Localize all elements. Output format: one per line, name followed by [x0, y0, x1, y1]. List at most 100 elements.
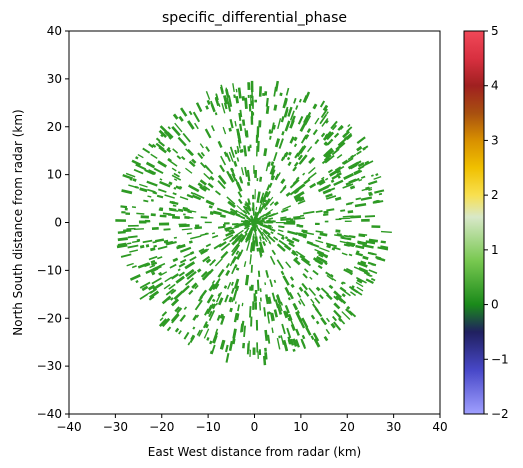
radar-gate: [161, 311, 168, 317]
radar-gate: [183, 208, 190, 212]
radar-gate: [139, 187, 148, 193]
radar-gate: [343, 243, 350, 247]
radar-gate: [259, 176, 263, 182]
radar-gate: [203, 248, 210, 253]
radar-gate: [368, 191, 373, 196]
radar-gate: [308, 156, 316, 165]
radar-gate: [165, 288, 175, 296]
radar-gate: [262, 203, 266, 208]
radar-gate: [309, 276, 313, 280]
radar-gate: [370, 174, 374, 177]
radar-gate: [326, 111, 329, 115]
radar-gate: [284, 286, 291, 296]
radar-gate: [184, 277, 195, 286]
radar-gate: [319, 232, 328, 237]
radar-gate: [200, 270, 208, 278]
radar-gate: [326, 195, 337, 200]
radar-gate: [285, 191, 291, 197]
radar-gate: [330, 322, 336, 329]
radar-gate: [347, 123, 351, 128]
radar-gate: [303, 93, 310, 103]
radar-gate: [273, 152, 278, 162]
radar-gate: [356, 250, 360, 254]
radar-gate: [187, 210, 193, 214]
radar-gate: [135, 279, 139, 284]
radar-gate: [202, 185, 211, 191]
radar-gate: [273, 201, 279, 207]
radar-gate: [199, 143, 204, 149]
radar-gate: [211, 280, 216, 285]
radar-gate: [150, 259, 156, 264]
colorbar-ticks: −2 −1 0 1 2 3 4 5: [484, 24, 509, 421]
radar-gate: [189, 251, 195, 255]
radar-gate: [324, 133, 329, 138]
radar-gate: [182, 206, 188, 211]
radar-gate: [191, 282, 198, 289]
radar-gate: [243, 325, 246, 337]
radar-gate: [141, 285, 149, 292]
radar-gate: [338, 317, 343, 322]
radar-gate: [234, 229, 244, 237]
y-axis-label: North South distance from radar (km): [11, 109, 25, 335]
radar-gate: [179, 196, 189, 201]
radar-gate: [193, 192, 205, 199]
radar-gate: [280, 156, 285, 162]
radar-gate: [165, 240, 174, 245]
radar-gate: [342, 215, 354, 218]
radar-gate: [249, 228, 254, 236]
radar-gate: [267, 161, 271, 167]
radar-gate: [133, 228, 144, 231]
radar-gate: [303, 178, 311, 185]
radar-gate: [261, 231, 269, 240]
radar-gate: [282, 205, 292, 211]
radar-gate: [231, 235, 242, 246]
radar-gate: [362, 145, 369, 150]
radar-gate: [148, 143, 154, 149]
radar-gate: [334, 166, 342, 172]
radar-gate: [232, 331, 237, 343]
radar-gate: [318, 180, 326, 186]
radar-gate: [285, 106, 289, 110]
radar-gate: [158, 208, 163, 212]
radar-gate: [220, 214, 226, 218]
radar-gate: [177, 268, 181, 272]
radar-gate: [163, 228, 171, 231]
radar-gate: [287, 230, 298, 236]
radar-gate: [236, 150, 240, 154]
radar-gate: [176, 155, 182, 160]
radar-gate: [319, 100, 326, 108]
radar-gate: [150, 153, 158, 159]
radar-gate: [212, 335, 218, 344]
radar-gate: [312, 129, 318, 136]
radar-gate: [233, 94, 236, 99]
radar-gate: [322, 188, 332, 195]
radar-gate: [200, 232, 209, 237]
radar-gate: [354, 289, 363, 296]
radar-gate: [265, 270, 270, 278]
radar-gate: [233, 278, 240, 289]
radar-gate: [261, 216, 268, 221]
y-tick-label: 0: [54, 216, 62, 230]
radar-gate: [293, 189, 300, 195]
radar-gate: [208, 205, 213, 209]
radar-gate: [211, 234, 219, 239]
radar-gate: [330, 179, 335, 183]
radar-gate: [323, 154, 332, 162]
radar-gate: [362, 268, 367, 273]
radar-gate: [186, 270, 197, 280]
radar-gate: [364, 215, 376, 218]
radar-gate: [183, 306, 188, 310]
radar-gate: [372, 200, 384, 204]
radar-gate: [194, 122, 199, 130]
radar-gate: [362, 255, 369, 261]
radar-gate: [380, 245, 389, 250]
radar-gate: [158, 271, 163, 276]
radar-gate: [349, 235, 356, 238]
radar-gate: [208, 310, 213, 318]
radar-gate: [259, 229, 264, 235]
radar-gate: [350, 154, 355, 159]
radar-gate: [262, 228, 271, 236]
radar-gate: [345, 267, 353, 273]
radar-gate: [364, 160, 370, 166]
radar-gate: [299, 214, 305, 217]
